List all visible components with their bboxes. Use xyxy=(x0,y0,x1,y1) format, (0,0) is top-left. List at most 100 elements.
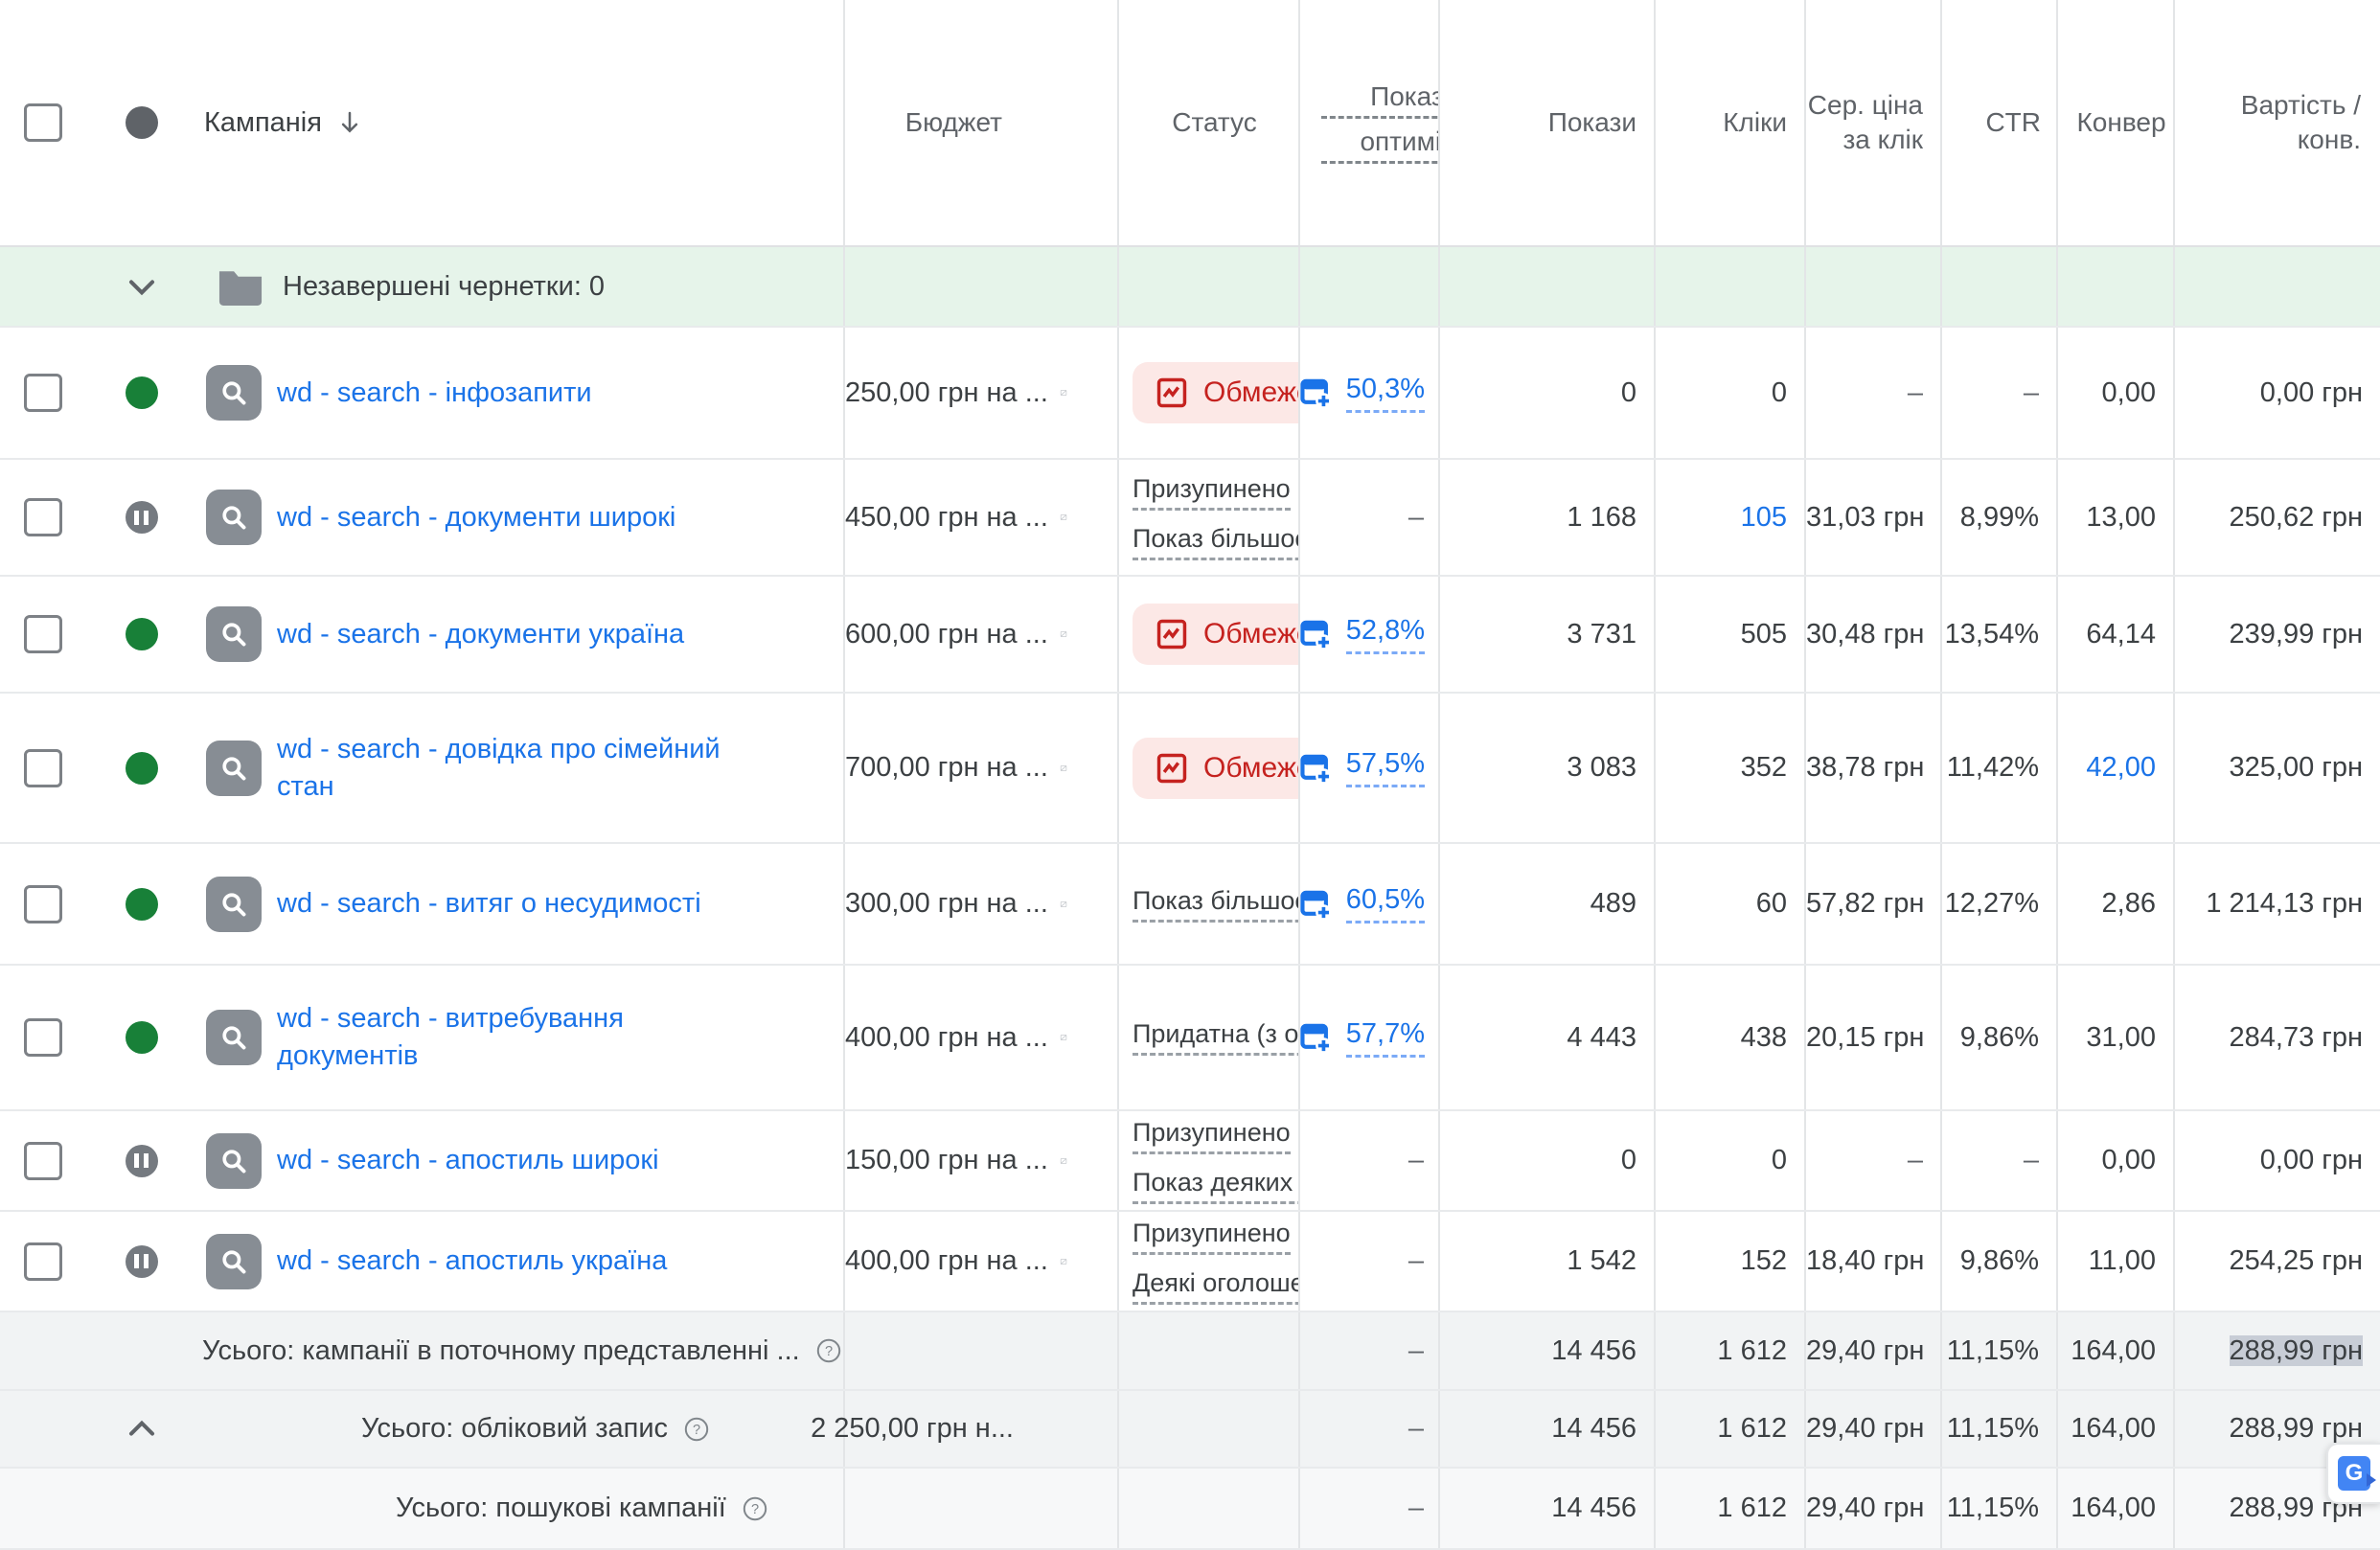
conversions-value: 0,00 xyxy=(2057,327,2175,460)
campaign-name-link[interactable]: wd - search - апостиль широкі xyxy=(277,1145,659,1175)
translate-extension-badge[interactable]: G xyxy=(2326,1443,2380,1504)
column-header-optimization-score[interactable]: Показни оптимізац xyxy=(1299,0,1440,247)
campaign-name-link[interactable]: wd - search - апостиль україна xyxy=(277,1245,668,1276)
help-icon[interactable]: ? xyxy=(742,1495,768,1522)
folder-icon xyxy=(218,271,263,306)
cost-per-conv-total: 288,99 грн xyxy=(2174,1468,2380,1550)
svg-text:?: ? xyxy=(693,1423,700,1438)
ctr-value: – xyxy=(1941,327,2058,460)
chevron-up-icon[interactable] xyxy=(121,1408,163,1450)
column-header-campaign[interactable]: Кампанія xyxy=(204,106,322,138)
column-header-conversions[interactable]: Конвер xyxy=(2057,0,2175,247)
search-campaign-icon xyxy=(206,740,262,796)
status-text[interactable]: Придатна (з об xyxy=(1133,1019,1298,1056)
status-paused-icon xyxy=(125,501,158,534)
drafts-expand-cell xyxy=(86,246,196,328)
cost-per-conv-value: 284,73 грн xyxy=(2174,965,2380,1111)
budget-cell[interactable]: 600,00 грн на ... xyxy=(845,613,1117,655)
campaign-name-link[interactable]: wd - search - довідка про сімейний стан xyxy=(277,733,721,802)
totals-row-account: Усього: обліковий запис ? 2 250,00 грн н… xyxy=(0,1390,2380,1469)
cost-per-conv-value: 0,00 грн xyxy=(2174,1110,2380,1212)
budget-cell[interactable]: 400,00 грн на ... xyxy=(845,1016,1117,1059)
status-text[interactable]: Призупинено xyxy=(1133,1118,1291,1154)
row-checkbox[interactable] xyxy=(24,498,62,536)
clicks-link[interactable]: 105 xyxy=(1655,459,1806,577)
status-limited-badge[interactable]: Обмежено xyxy=(1133,604,1298,665)
column-header-cost-per-conv[interactable]: Вартість / конв. xyxy=(2174,0,2380,247)
ctr-value: 9,86% xyxy=(1941,965,2058,1111)
avg-cpc-total: 29,40 грн xyxy=(1805,1311,1942,1391)
budget-disabled-icon xyxy=(1060,764,1067,771)
status-text[interactable]: Показ більшост xyxy=(1133,886,1298,923)
budget-disabled-icon xyxy=(1060,1258,1067,1265)
status-subtext[interactable]: Показ деяких о xyxy=(1133,1168,1298,1204)
optimization-score-link[interactable]: 57,7% xyxy=(1345,1018,1425,1058)
apply-recommendation-icon[interactable] xyxy=(1300,1019,1331,1056)
row-checkbox[interactable] xyxy=(24,374,62,412)
conversions-value: 11,00 xyxy=(2057,1211,2175,1312)
row-checkbox[interactable] xyxy=(24,615,62,653)
optimization-score-value: – xyxy=(1299,1110,1440,1212)
apply-recommendation-icon[interactable] xyxy=(1300,616,1331,652)
help-icon[interactable]: ? xyxy=(683,1416,710,1443)
column-header-impressions[interactable]: Покази xyxy=(1439,0,1656,247)
status-text[interactable]: Призупинено xyxy=(1133,474,1291,511)
budget-cell[interactable]: 150,00 грн на ... xyxy=(845,1140,1117,1182)
budget-cell[interactable]: 450,00 грн на ... xyxy=(845,496,1117,538)
campaign-name-link[interactable]: wd - search - витребування документів xyxy=(277,1003,624,1071)
column-header-ctr[interactable]: CTR xyxy=(1941,0,2058,247)
apply-recommendation-icon[interactable] xyxy=(1300,375,1331,411)
status-subtext[interactable]: Деякі оголошен xyxy=(1133,1268,1298,1305)
status-limited-badge[interactable]: Обмежено xyxy=(1133,737,1298,799)
impressions-value: 3 083 xyxy=(1439,693,1656,844)
row-checkbox[interactable] xyxy=(24,1242,62,1281)
budget-disabled-icon xyxy=(1060,1035,1067,1040)
header-checkbox-cell xyxy=(0,0,86,247)
status-subtext[interactable]: Показ більшост xyxy=(1133,524,1298,560)
apply-recommendation-icon[interactable] xyxy=(1300,886,1331,923)
optimization-score-link[interactable]: 50,3% xyxy=(1345,374,1425,413)
budget-cell[interactable]: 300,00 грн на ... xyxy=(845,883,1117,925)
chevron-down-icon[interactable] xyxy=(121,265,163,308)
ctr-value: 12,27% xyxy=(1941,843,2058,966)
ctr-value: 13,54% xyxy=(1941,576,2058,694)
column-header-status[interactable]: Статус xyxy=(1118,0,1300,247)
optimization-score-link[interactable]: 57,5% xyxy=(1345,748,1425,787)
header-row: Кампанія Бюджет Статус Показни оптимізац… xyxy=(0,0,2380,247)
apply-recommendation-icon[interactable] xyxy=(1300,750,1331,786)
column-header-avg-cpc[interactable]: Сер. ціна за клік xyxy=(1805,0,1942,247)
budget-cell[interactable]: 250,00 грн на ... xyxy=(845,372,1117,414)
conversions-value: 13,00 xyxy=(2057,459,2175,577)
avg-cpc-total: 29,40 грн xyxy=(1805,1390,1942,1469)
column-header-clicks[interactable]: Кліки xyxy=(1655,0,1806,247)
campaign-name-link[interactable]: wd - search - інфозапити xyxy=(277,376,592,408)
campaign-name-link[interactable]: wd - search - документи україна xyxy=(277,618,685,650)
impressions-value: 3 731 xyxy=(1439,576,1656,694)
row-checkbox[interactable] xyxy=(24,1141,62,1180)
optimization-score-link[interactable]: 60,5% xyxy=(1345,884,1425,923)
conversions-link[interactable]: 42,00 xyxy=(2057,693,2175,844)
conversions-total: 164,00 xyxy=(2057,1468,2175,1550)
chart-alert-icon xyxy=(1156,753,1187,783)
cost-per-conv-total: 288,99 грн xyxy=(2174,1311,2380,1391)
optimization-score-link[interactable]: 52,8% xyxy=(1345,615,1425,654)
column-header-budget[interactable]: Бюджет xyxy=(844,0,1119,247)
avg-cpc-value: 18,40 грн xyxy=(1805,1211,1942,1312)
budget-disabled-icon xyxy=(1060,390,1067,396)
status-limited-badge[interactable]: Обмежено xyxy=(1133,362,1298,423)
row-checkbox[interactable] xyxy=(24,748,62,787)
row-checkbox[interactable] xyxy=(24,884,62,923)
campaign-row: wd - search - документи широкі 450,00 гр… xyxy=(0,459,2380,577)
help-icon[interactable]: ? xyxy=(815,1337,842,1364)
ctr-value: 8,99% xyxy=(1941,459,2058,577)
campaign-name-link[interactable]: wd - search - документи широкі xyxy=(277,501,676,533)
row-checkbox[interactable] xyxy=(24,1018,62,1057)
budget-cell[interactable]: 700,00 грн на ... xyxy=(845,747,1117,789)
status-text[interactable]: Призупинено xyxy=(1133,1219,1291,1255)
budget-cell[interactable]: 400,00 грн на ... xyxy=(845,1241,1117,1283)
sort-descending-icon[interactable] xyxy=(335,108,364,137)
select-all-checkbox[interactable] xyxy=(24,103,62,142)
clicks-value: 60 xyxy=(1655,843,1806,966)
campaign-name-link[interactable]: wd - search - витяг о несудимості xyxy=(277,888,701,919)
